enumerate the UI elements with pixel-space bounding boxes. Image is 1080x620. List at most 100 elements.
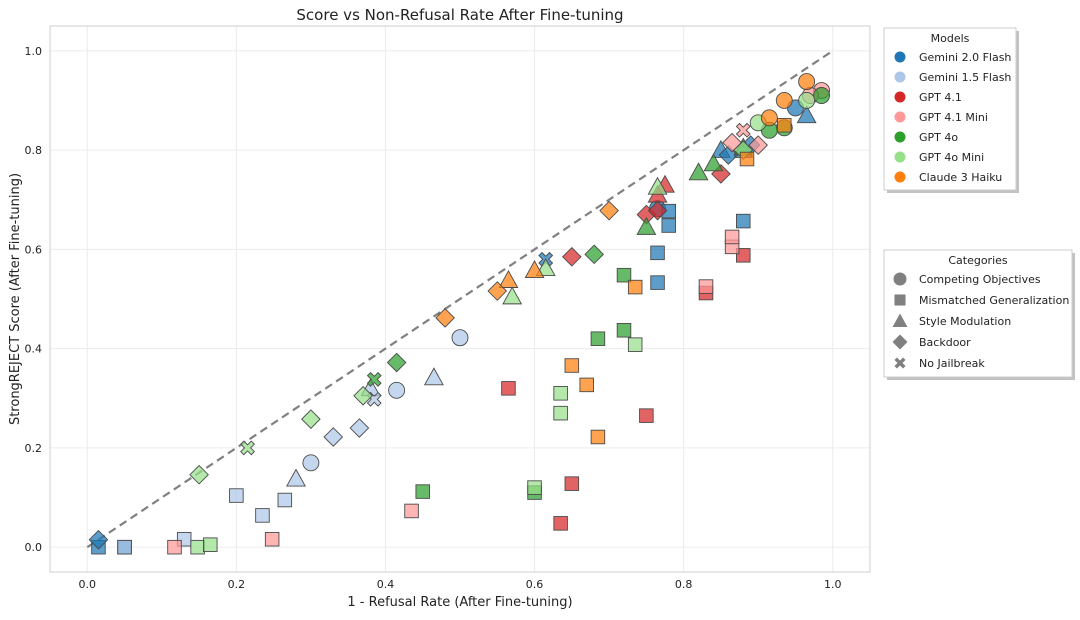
- point-gemini-1-5-flash-square: [277, 492, 293, 508]
- chart-title: Score vs Non-Refusal Rate After Fine-tun…: [296, 6, 623, 24]
- point-gpt-4o-x: [366, 371, 382, 387]
- y-tick-label: 1.0: [25, 45, 43, 58]
- legend-label: Mismatched Generalization: [919, 294, 1069, 307]
- point-gemini-1-5-flash-diamond: [349, 418, 370, 438]
- legend-label: GPT 4o: [919, 131, 958, 144]
- legend-label: No Jailbreak: [919, 357, 985, 370]
- point-claude-3-haiku-triangle: [524, 260, 545, 279]
- point-gpt-4o-circle: [813, 87, 830, 104]
- point-gpt-4o-mini-square: [190, 539, 205, 555]
- point-gemini-1-5-flash-triangle: [423, 367, 444, 386]
- point-gpt-4-1-square: [639, 408, 654, 423]
- point-gpt-4-1-mini-diamond: [722, 132, 742, 153]
- point-claude-3-haiku-square: [627, 279, 643, 295]
- legend-marker-gpt-4o: [894, 131, 906, 143]
- point-gemini-2-0-flash-square: [661, 218, 676, 233]
- point-gpt-4o-mini-square: [203, 537, 218, 552]
- point-gpt-4o-square: [616, 323, 632, 338]
- x-tick-label: 0.4: [377, 578, 395, 591]
- legend-label: Gemini 2.0 Flash: [919, 51, 1011, 64]
- point-claude-3-haiku-diamond: [487, 281, 508, 301]
- point-gpt-4-1-square: [553, 516, 568, 531]
- y-tick-label: 0.0: [25, 541, 43, 554]
- legend-label: GPT 4o Mini: [919, 151, 984, 164]
- legend-marker-triangle: [892, 313, 908, 327]
- point-gpt-4o-triangle: [688, 162, 709, 181]
- legend-marker-square: [894, 294, 906, 306]
- reference-line-y-equals-x: [86, 49, 834, 549]
- point-gpt-4-1-mini-diamond: [748, 135, 769, 155]
- point-claude-3-haiku-circle: [798, 73, 816, 91]
- legend-marker-gpt-4-1-mini: [894, 111, 906, 123]
- legend-label: Backdoor: [919, 336, 971, 349]
- x-axis-label: 1 - Refusal Rate (After Fine-tuning): [347, 595, 572, 610]
- y-tick-label: 0.4: [25, 343, 43, 356]
- y-tick-label: 0.8: [25, 144, 43, 157]
- point-gemini-2-0-flash-square: [650, 275, 665, 290]
- y-tick-label: 0.6: [25, 243, 43, 256]
- point-gpt-4-1-mini-x: [735, 122, 751, 138]
- legend-frame: [883, 27, 1017, 191]
- point-gpt-4-1-square: [501, 381, 516, 396]
- point-gemini-1-5-flash-diamond: [323, 427, 344, 447]
- legend-marker-circle: [893, 272, 907, 286]
- legend-frame: [883, 249, 1073, 378]
- point-gpt-4-1-mini-square: [264, 531, 280, 547]
- point-gemini-1-5-flash-circle: [388, 381, 406, 399]
- points-layer: [88, 73, 830, 555]
- point-gpt-4o-mini-triangle: [535, 258, 556, 277]
- point-claude-3-haiku-square: [579, 377, 594, 393]
- point-gemini-2-0-flash-triangle: [796, 105, 817, 124]
- point-claude-3-haiku-square: [590, 429, 606, 445]
- point-gpt-4o-mini-circle: [798, 92, 816, 109]
- point-gemini-1-5-flash-triangle: [286, 468, 306, 487]
- legend-marker-diamond: [892, 334, 908, 350]
- legend-marker-gemini-2-0-flash: [894, 51, 906, 63]
- point-gpt-4o-mini-x: [240, 440, 255, 456]
- point-gpt-4o-mini-triangle: [647, 176, 668, 195]
- x-tick-label: 0.2: [228, 578, 246, 591]
- point-gemini-1-5-flash-circle: [302, 454, 320, 472]
- point-claude-3-haiku-circle: [760, 109, 778, 127]
- point-claude-3-haiku-diamond: [599, 200, 619, 221]
- point-gpt-4o-diamond: [386, 352, 407, 373]
- point-gpt-4-1-mini-square: [167, 539, 182, 555]
- point-gpt-4-1-mini-square: [724, 229, 740, 245]
- point-gpt-4-1-diamond: [647, 200, 668, 221]
- categories-legend: Categories Competing Objectives Mismatched…: [883, 249, 1075, 380]
- legend-marker-gpt-4-1: [894, 91, 906, 103]
- legend-label: GPT 4.1 Mini: [919, 111, 988, 124]
- x-tick-label: 0.6: [526, 578, 544, 591]
- legend-marker-gpt-4o-mini: [894, 151, 906, 163]
- point-gemini-2-0-flash-diamond: [88, 529, 109, 550]
- point-gpt-4-1-diamond: [561, 246, 582, 267]
- point-gpt-4o-mini-square: [627, 337, 643, 352]
- point-gpt-4o-triangle: [636, 216, 657, 235]
- point-gpt-4o-mini-diamond: [353, 385, 373, 406]
- x-tick-label: 0.0: [79, 578, 97, 591]
- legend-label: Gemini 1.5 Flash: [919, 71, 1011, 84]
- point-claude-3-haiku-triangle: [498, 270, 519, 288]
- legend-label: GPT 4.1: [919, 91, 962, 104]
- point-gpt-4o-square: [415, 484, 430, 499]
- point-gpt-4o-mini-square: [527, 480, 542, 495]
- point-claude-3-haiku-square: [739, 151, 755, 167]
- point-gpt-4-1-square: [736, 248, 751, 263]
- point-gpt-4o-mini-triangle: [502, 286, 523, 305]
- point-gemini-1-5-flash-square: [229, 488, 244, 503]
- point-gpt-4o-mini-square: [553, 405, 568, 421]
- point-gpt-4-1-square: [564, 476, 580, 491]
- legend-label: Claude 3 Haiku: [919, 171, 1002, 184]
- legend-title: Categories: [948, 254, 1008, 267]
- legend-label: Competing Objectives: [919, 273, 1041, 286]
- point-claude-3-haiku-diamond: [435, 308, 455, 328]
- point-gpt-4o-mini-diamond: [189, 464, 209, 485]
- point-gemini-2-0-flash-square: [736, 213, 751, 229]
- point-gemini-2-0-flash-square: [650, 245, 665, 261]
- point-gpt-4o-diamond: [584, 244, 605, 265]
- legend-label: Style Modulation: [919, 315, 1011, 328]
- ticks-layer: 0.0 0.2 0.4 0.6 0.8 1.0 0.0 0.2 0.4 0.6 0.8 1.0: [25, 45, 842, 591]
- point-gpt-4o-mini-square: [553, 386, 568, 401]
